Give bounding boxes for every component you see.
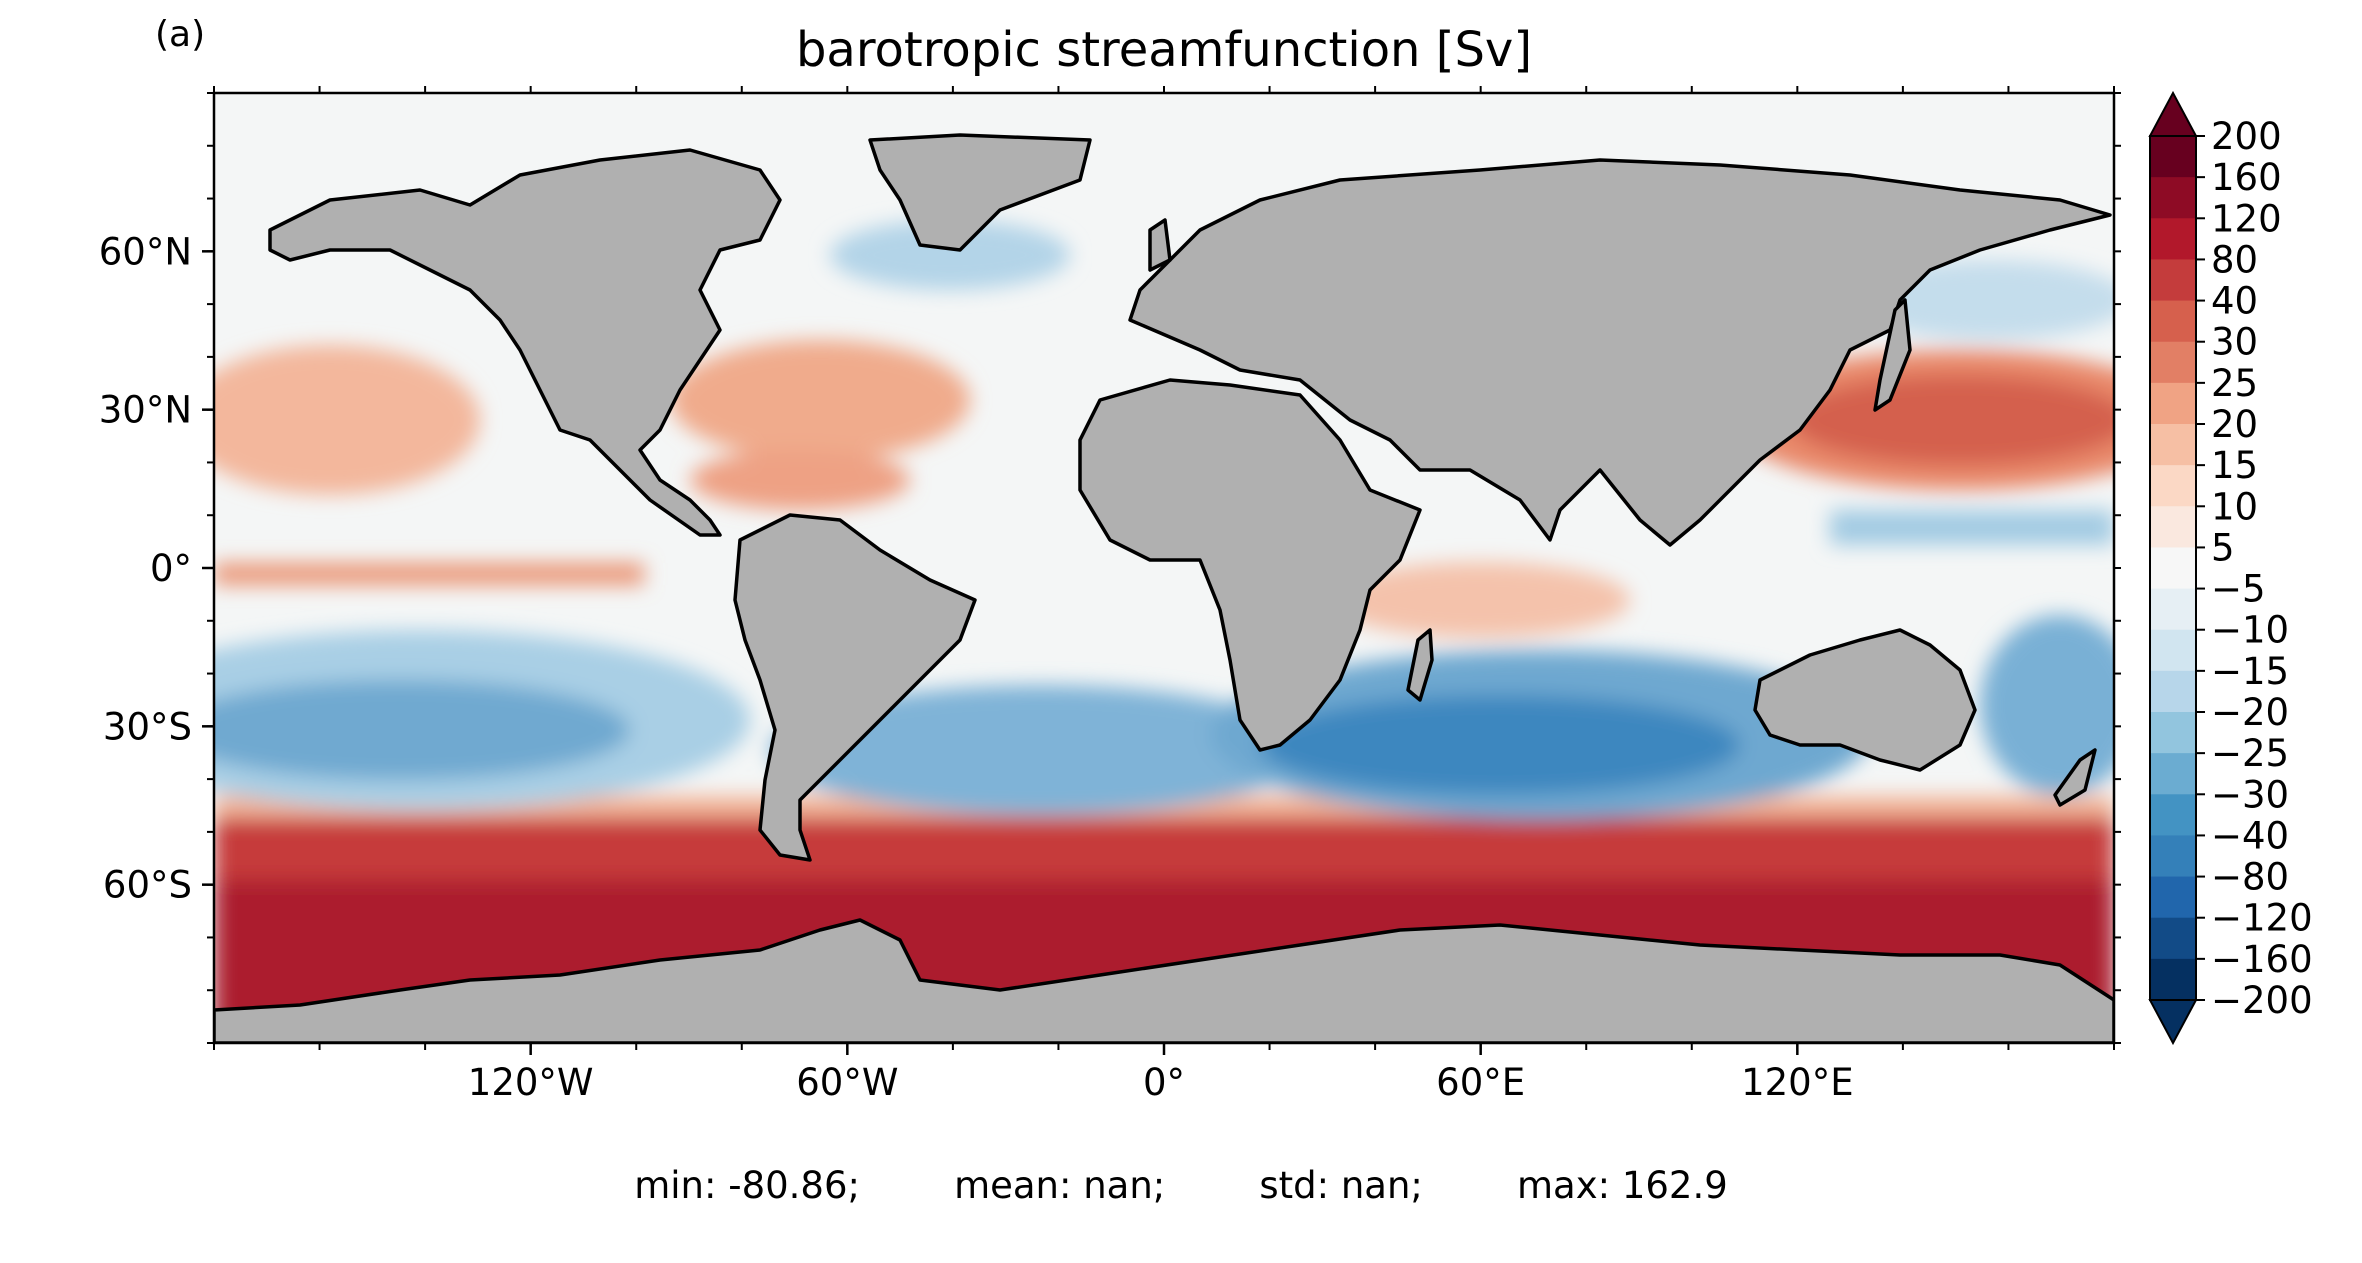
colorbar: 200160120804030252015105−5−10−15−20−25−3… <box>2148 90 2313 1046</box>
lat-tick-label: 30°S <box>103 705 192 748</box>
colorbar-labels: 200160120804030252015105−5−10−15−20−25−3… <box>2196 115 2313 1022</box>
stat-std: std: nan; <box>1259 1164 1423 1207</box>
colorbar-tick-label: 160 <box>2211 156 2282 199</box>
statistics-line: min: -80.86; mean: nan; std: nan; max: 1… <box>0 1164 2362 1207</box>
colorbar-tick-label: −30 <box>2211 773 2289 816</box>
new-zealand-land <box>2053 748 2097 807</box>
colorbar-swatch <box>2150 506 2196 549</box>
colorbar-tick-label: 5 <box>2211 526 2235 569</box>
colorbar-tick-label: −80 <box>2211 856 2289 899</box>
colorbar-tick-label: 20 <box>2211 403 2258 446</box>
north-america-land <box>268 148 782 537</box>
map-title: barotropic streamfunction [Sv] <box>796 22 1532 78</box>
colorbar-tick-label: −10 <box>2211 609 2289 652</box>
colorbar-swatch <box>2150 547 2196 590</box>
colorbar-tick-label: −120 <box>2211 897 2313 940</box>
colorbar-tick-label: 40 <box>2211 280 2258 323</box>
colorbar-tick-label: 30 <box>2211 321 2258 364</box>
streamfunction-field <box>214 220 2114 1043</box>
colorbar-frame <box>2149 135 2197 1001</box>
panel-label: (a) <box>155 14 205 55</box>
eurasia-land <box>1128 158 2112 547</box>
colorbar-swatch <box>2150 300 2196 343</box>
colorbar-swatch <box>2150 465 2196 507</box>
caribbean-positive <box>690 450 910 510</box>
australia-land <box>1753 628 1977 772</box>
colorbar-tick-label: 200 <box>2211 115 2282 158</box>
lon-tick-label: 60°E <box>1436 1061 1525 1104</box>
north-pacific-gyre-core <box>1790 375 2114 465</box>
map-panel <box>214 93 2114 1043</box>
africa-land <box>1078 378 1422 752</box>
colorbar-max-extension <box>2148 90 2198 137</box>
lat-tick-label: 0° <box>150 547 192 590</box>
lon-tick-label: 60°W <box>796 1061 898 1104</box>
colorbar-swatch <box>2150 177 2196 219</box>
south-atlantic-gyre <box>770 685 1310 815</box>
stat-max: max: 162.9 <box>1517 1164 1728 1207</box>
colorbar-swatch <box>2150 341 2196 384</box>
colorbar-swatch <box>2150 794 2196 837</box>
east-pacific-positive <box>214 345 480 495</box>
colorbar-swatch <box>2150 424 2196 466</box>
madagascar-land <box>1406 628 1434 702</box>
south-pacific-gyre-core <box>214 680 630 780</box>
lat-tick-label: 30°N <box>99 389 192 432</box>
colorbar-tick-label: −25 <box>2211 732 2289 775</box>
south-america-land <box>733 513 977 862</box>
colorbar-tick-label: −200 <box>2211 979 2313 1022</box>
colorbar-swatch <box>2150 876 2196 919</box>
stat-mean: mean: nan; <box>954 1164 1166 1207</box>
japan-land <box>1873 298 1912 412</box>
colorbar-min-extension <box>2148 999 2198 1046</box>
colorbar-swatch <box>2150 259 2196 302</box>
colorbar-swatch <box>2150 136 2196 178</box>
lat-tick-label: 60°N <box>99 230 192 273</box>
colorbar-tick-label: −15 <box>2211 650 2289 693</box>
colorbar-tick-label: 15 <box>2211 444 2258 487</box>
colorbar-tick-label: 80 <box>2211 238 2258 281</box>
west-pacific-negative-band <box>1830 510 2114 545</box>
indian-ocean-positive <box>1330 562 1630 638</box>
lon-tick-label: 0° <box>1143 1061 1185 1104</box>
south-indian-gyre-core <box>1260 695 1740 795</box>
colorbar-tick-label: 120 <box>2211 197 2282 240</box>
labrador-gyre <box>830 220 1070 290</box>
colorbar-tick-label: 25 <box>2211 362 2258 405</box>
land-masses <box>214 133 2114 1043</box>
antarctica-land <box>214 918 2114 1043</box>
greenland-land <box>868 133 1092 252</box>
lat-tick-label: 60°S <box>103 864 192 907</box>
colorbar-swatch <box>2150 835 2196 878</box>
colorbar-swatch <box>2150 629 2196 672</box>
lon-tick-label: 120°W <box>468 1061 594 1104</box>
colorbar-tick-label: −20 <box>2211 691 2289 734</box>
uk-land <box>1148 218 1172 272</box>
colorbar-swatch <box>2150 917 2196 960</box>
colorbar-swatch <box>2150 382 2196 425</box>
colorbar-swatch <box>2150 712 2196 754</box>
equatorial-pacific-band <box>214 563 644 585</box>
latitude-ticks: 60°N 30°N 0° 30°S 60°S <box>99 92 2121 1044</box>
colorbar-tick-label: −5 <box>2211 568 2266 611</box>
colorbar-swatch <box>2150 588 2196 631</box>
colorbar-swatch <box>2150 218 2196 261</box>
longitude-ticks: 120°W 60°W 0° 60°E 120°E <box>213 86 2115 1104</box>
colorbar-swatch <box>2150 958 2196 1001</box>
colorbar-tick-label: −160 <box>2211 938 2313 981</box>
colorbar-swatch <box>2150 670 2196 713</box>
colorbar-swatches <box>2150 136 2196 1001</box>
colorbar-tick-label: 10 <box>2211 485 2258 528</box>
lon-tick-label: 120°E <box>1741 1061 1854 1104</box>
tasman-gyre <box>1980 615 2114 795</box>
colorbar-tick-label: −40 <box>2211 814 2289 857</box>
stat-min: min: -80.86; <box>634 1164 860 1207</box>
north-atlantic-gyre <box>670 340 970 460</box>
colorbar-swatch <box>2150 753 2196 795</box>
